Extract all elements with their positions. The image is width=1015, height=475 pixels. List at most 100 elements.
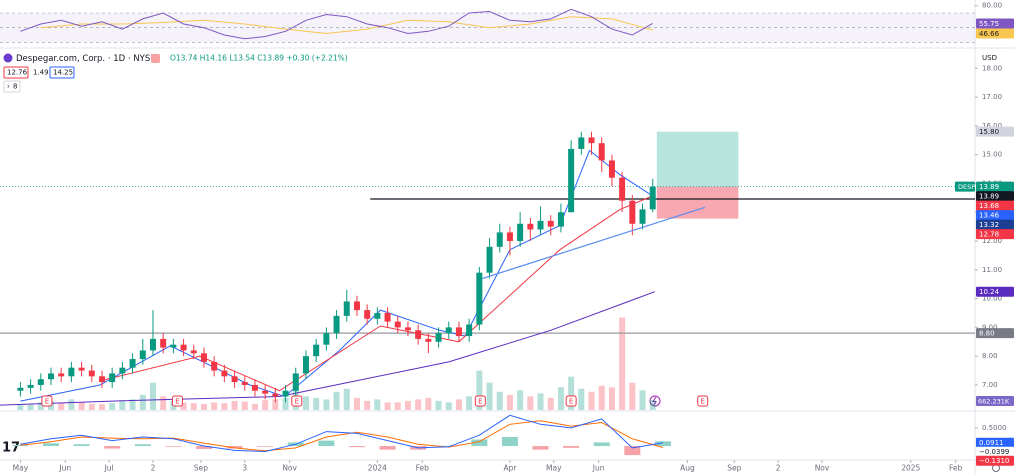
y-tick-label: 7.00 — [982, 381, 998, 389]
x-tick-label: Apr — [503, 464, 517, 473]
volume-bar — [455, 399, 462, 410]
volume-bar — [282, 397, 289, 410]
candle-body — [149, 338, 156, 351]
volume-bar — [251, 403, 258, 410]
candle-body — [619, 177, 626, 201]
tv-logo: 17 — [2, 441, 20, 456]
candle-body — [27, 384, 34, 388]
candle-body — [139, 350, 146, 360]
volume-bar — [78, 402, 85, 410]
x-tick-label: Nov — [815, 464, 830, 473]
chevron: › — [7, 83, 10, 91]
event-label: E — [45, 398, 49, 406]
price-label-bg — [976, 286, 1014, 297]
event-marker — [171, 395, 183, 407]
volume-bar — [435, 400, 442, 410]
macd-histogram — [12, 444, 29, 447]
candle-body — [292, 373, 299, 391]
candle-body — [547, 220, 554, 227]
candle-body — [394, 321, 401, 328]
price-label: 13.89 — [979, 193, 999, 201]
rsi-label: 46.66 — [979, 30, 1000, 38]
volume-bar — [537, 393, 544, 410]
split-icon[interactable] — [649, 395, 661, 407]
price-label: 13.89 — [979, 183, 999, 191]
symbol-tag-bg — [955, 181, 975, 192]
candle-body — [119, 367, 126, 374]
candle-body — [251, 384, 258, 391]
candle-body — [537, 220, 544, 230]
candle-body — [68, 367, 75, 377]
macd-label-bg — [976, 455, 1014, 466]
moving-average — [0, 291, 655, 406]
candle-body — [190, 350, 197, 354]
volume-bar — [37, 402, 44, 410]
candle-body — [455, 327, 462, 337]
candle-body — [374, 312, 381, 319]
input-value: 14.25 — [53, 69, 73, 77]
candle-body — [343, 301, 350, 316]
alert-icon[interactable] — [151, 54, 160, 63]
price-label: 13.32 — [979, 221, 999, 229]
rsi-line — [20, 8, 653, 40]
price-label-bg — [976, 210, 1014, 221]
candle-body — [160, 338, 167, 348]
volume-bar — [190, 403, 197, 410]
volume-bar — [139, 394, 146, 410]
x-tick-label: 2024 — [368, 464, 387, 473]
volume-bar — [578, 388, 585, 410]
volume-bar — [629, 382, 636, 410]
price-label-bg — [976, 181, 1014, 192]
macd-label: 0.0911 — [979, 439, 1004, 447]
volume-bar — [149, 382, 156, 410]
volume-bar — [364, 400, 371, 410]
volume-bar — [160, 396, 167, 410]
volume-bar — [313, 397, 320, 410]
volume-bar — [517, 390, 524, 410]
volume-bar — [486, 382, 493, 410]
split-icon-bolt — [652, 396, 657, 406]
volume-bar — [17, 403, 24, 410]
candle-body — [313, 344, 320, 357]
candle-body — [221, 370, 228, 377]
price-label: 13.68 — [979, 202, 999, 210]
volume-bar — [374, 399, 381, 410]
volume-bar — [496, 391, 503, 410]
x-tick-label: Jun — [592, 464, 605, 473]
candle-body — [302, 356, 309, 374]
candle-body — [282, 390, 289, 397]
macd-histogram — [532, 446, 549, 450]
x-tick-label: Feb — [949, 464, 963, 473]
volume-bar — [527, 396, 534, 410]
input-box[interactable] — [49, 66, 75, 79]
candle-body — [78, 367, 85, 371]
candle-body — [47, 373, 54, 380]
x-tick-label: Sep — [194, 464, 208, 473]
rsi-tick-label: 80.00 — [982, 2, 1002, 10]
volume-bar — [598, 385, 605, 410]
currency[interactable]: USD — [982, 54, 997, 62]
volume-bar — [404, 400, 411, 410]
candle-body — [241, 382, 248, 385]
volume-bar — [506, 394, 513, 410]
macd-histogram — [654, 441, 671, 447]
volume-label-bg — [976, 396, 1014, 406]
candle-body — [200, 353, 207, 362]
price-label: 10.24 — [979, 288, 1000, 296]
indicator-toggle[interactable] — [3, 80, 21, 93]
input-box[interactable] — [3, 66, 29, 79]
price-label-bg — [976, 229, 1014, 240]
macd-histogram — [42, 443, 59, 447]
candle-body — [476, 272, 483, 325]
candle-body — [37, 379, 44, 385]
volume-bar — [619, 317, 626, 410]
symbol-tag: DESP — [958, 183, 975, 191]
y-tick-label: 12.00 — [982, 237, 1002, 245]
macd-histogram — [318, 440, 335, 447]
volume-bar — [119, 400, 126, 410]
price-label-bg — [976, 200, 1014, 211]
candle-body — [333, 315, 340, 334]
macd-histogram — [624, 446, 641, 456]
rsi-ma — [40, 16, 653, 35]
candle-body — [415, 330, 422, 339]
